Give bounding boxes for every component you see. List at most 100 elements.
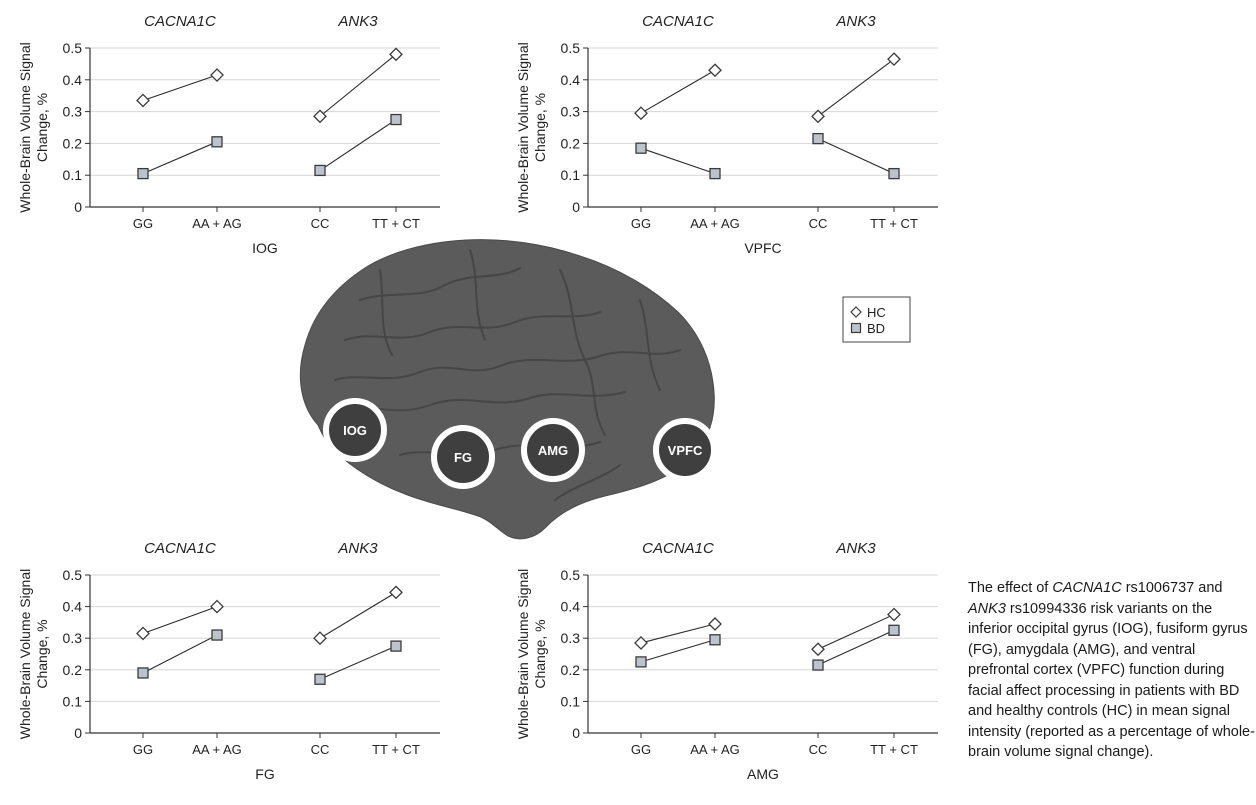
hc-point	[313, 109, 327, 124]
y-axis-title-line: Whole-Brain Volume Signal	[17, 42, 33, 212]
series-line-hc	[142, 606, 218, 634]
y-tick-label: 0.1	[63, 693, 83, 709]
y-tick-label: 0.1	[561, 693, 581, 709]
x-tick-label: AA + AG	[690, 742, 740, 757]
x-tick-label: AA + AG	[690, 216, 740, 231]
brain-fold	[559, 269, 606, 436]
y-tick-label: 0	[74, 199, 82, 215]
y-axis-title-line: Whole-Brain Volume Signal	[515, 42, 531, 212]
series-line-hc	[142, 74, 218, 101]
hc-point	[210, 68, 224, 82]
gene-label: ANK3	[835, 13, 876, 30]
brain-fold	[469, 249, 486, 341]
x-tick-label: CC	[311, 216, 330, 231]
series-line-hc	[319, 591, 397, 639]
bd-point	[812, 659, 824, 671]
chart-amg: 0 0.1 0.2 0.3 0.4 0.5 GG AA + AG CC TT + CT CACNA1…	[515, 540, 938, 782]
x-tick-label: TT + CT	[372, 742, 420, 757]
chart-fg: 0 0.1 0.2 0.3 0.4 0.5 GG AA + AG CC TT + CT CACNA1…	[17, 540, 440, 782]
legend-label: BD	[867, 321, 885, 336]
x-axis-title: IOG	[252, 240, 278, 256]
x-tick-label: CC	[809, 216, 828, 231]
brain-illustration: IOG FG AMG VPFC	[299, 239, 717, 540]
x-tick-label: TT + CT	[870, 216, 918, 231]
legend-box	[842, 296, 911, 343]
hc-point	[136, 626, 150, 641]
y-tick-label: 0.3	[63, 630, 83, 646]
x-tick-label: TT + CT	[372, 216, 420, 231]
y-tick-label: 0.2	[63, 135, 83, 151]
caption-part: ANK3	[968, 600, 1006, 617]
hc-point	[811, 642, 825, 657]
region-marker-amg: AMG	[521, 418, 585, 482]
y-tick-label: 0	[572, 199, 580, 215]
brain-fold	[379, 269, 393, 356]
gene-label: ANK3	[337, 540, 378, 557]
region-ring	[521, 418, 585, 482]
region-ring	[431, 425, 495, 489]
legend-marker-hc	[850, 306, 862, 318]
series-line-bd	[319, 645, 397, 680]
caption-part: The effect of	[968, 580, 1053, 596]
bd-point	[314, 164, 326, 177]
hc-point	[887, 52, 901, 67]
y-axis-title-line: Whole-Brain Volume Signal	[515, 569, 531, 739]
region-label: FG	[454, 450, 472, 465]
y-axis-title: Whole-Brain Volume SignalChange, %	[17, 42, 50, 212]
y-tick-label: 0.5	[63, 567, 83, 583]
brain-fold	[359, 267, 521, 301]
x-tick-label: GG	[631, 742, 651, 757]
y-tick-label: 0.5	[63, 40, 83, 56]
y-tick-label: 0	[572, 725, 580, 741]
y-tick-label: 0.3	[561, 104, 581, 120]
caption-part: CACNA1C	[1052, 580, 1122, 596]
region-marker-fg: FG	[431, 425, 495, 489]
brain-regions: IOG FG AMG VPFC	[323, 398, 717, 489]
bd-point	[137, 667, 149, 679]
bd-point	[314, 673, 326, 685]
bd-point	[812, 132, 824, 145]
series-line-bd	[319, 119, 397, 171]
gene-label: CACNA1C	[642, 13, 714, 30]
hc-point	[708, 63, 722, 78]
y-tick-label: 0.2	[63, 662, 83, 678]
gene-label: ANK3	[337, 13, 378, 30]
hc-point	[313, 631, 327, 646]
gene-label: CACNA1C	[144, 13, 216, 30]
brain-shape	[299, 239, 715, 540]
region-label: AMG	[538, 443, 568, 458]
figure-caption: The effect of CACNA1C rs1006737 and ANK3…	[968, 578, 1256, 763]
y-axis-title: Whole-Brain Volume SignalChange, %	[17, 569, 50, 739]
y-tick-label: 0.4	[63, 599, 83, 615]
chart-iog: 0 0.1 0.2 0.3 0.4 0.5 GG AA + AG CC TT + CT CACNA1…	[17, 13, 440, 256]
y-axis-title: Whole-Brain Volume SignalChange, %	[515, 569, 548, 739]
gene-label: CACNA1C	[642, 540, 714, 557]
series-line-bd	[817, 138, 895, 175]
y-tick-label: 0.3	[63, 104, 83, 120]
y-tick-label: 0.1	[561, 167, 581, 183]
hc-point	[389, 47, 403, 62]
brain-fold	[344, 311, 601, 341]
x-axis-title: VPFC	[744, 240, 781, 256]
bd-point	[137, 167, 149, 180]
series-line-bd	[817, 629, 895, 666]
chart-vpfc: 0 0.1 0.2 0.3 0.4 0.5 GG AA + AG CC TT + CT CACNA1…	[515, 13, 938, 256]
bd-point	[390, 113, 402, 126]
y-tick-label: 0.5	[561, 40, 581, 56]
y-tick-label: 0.5	[561, 567, 581, 583]
y-axis-title-line: Change, %	[34, 619, 50, 688]
y-axis-title: Whole-Brain Volume SignalChange, %	[515, 42, 548, 212]
brain-fold	[339, 391, 626, 412]
legend-label: HC	[867, 305, 886, 320]
y-tick-label: 0	[74, 725, 82, 741]
x-axis-title: AMG	[747, 766, 779, 782]
region-marker-vpfc: VPFC	[653, 418, 717, 482]
region-ring	[653, 418, 717, 482]
series-line-hc	[319, 53, 397, 117]
hc-point	[634, 636, 648, 650]
hc-point	[887, 607, 901, 622]
bd-point	[211, 136, 223, 148]
bd-point	[709, 167, 721, 180]
